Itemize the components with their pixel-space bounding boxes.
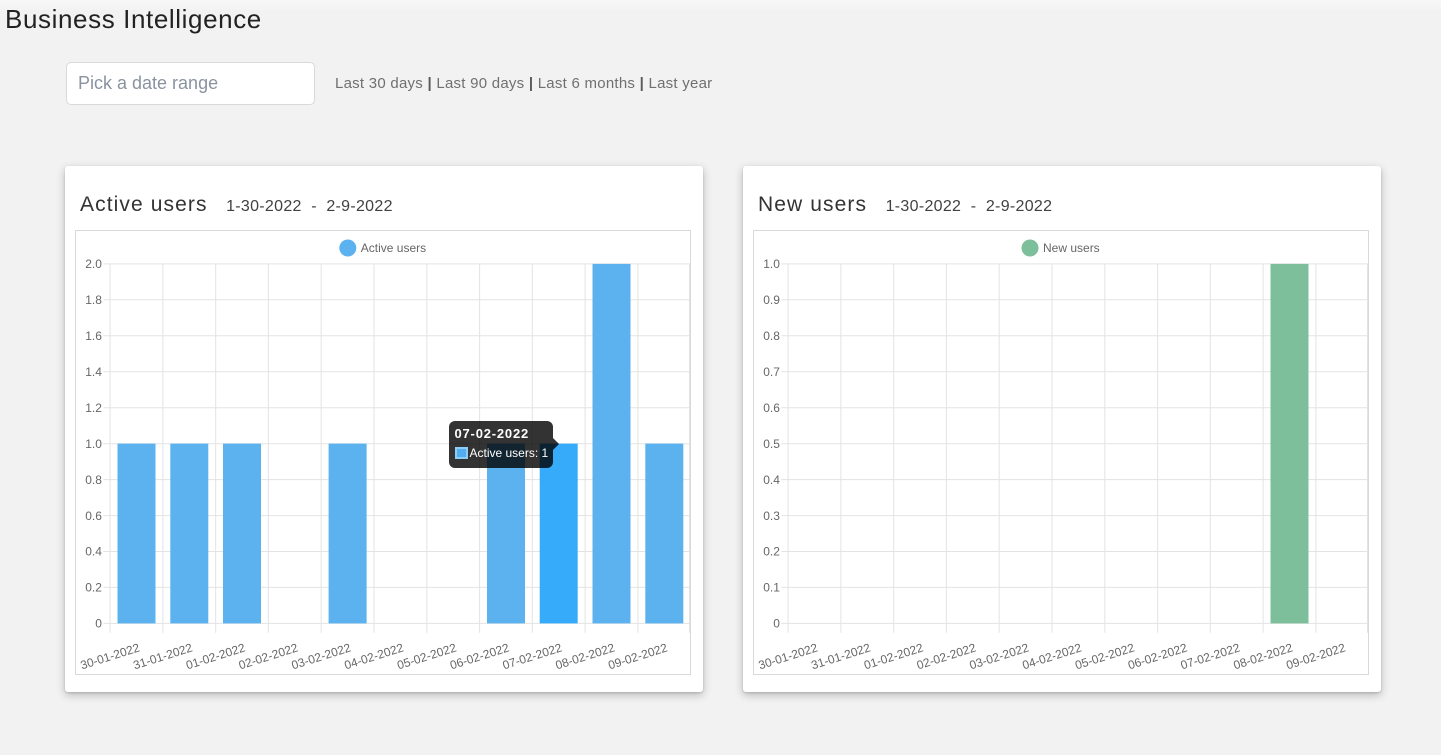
svg-text:05-02-2022: 05-02-2022 [395, 640, 458, 672]
svg-text:1.6: 1.6 [85, 329, 102, 343]
svg-text:31-01-2022: 31-01-2022 [809, 640, 872, 672]
svg-text:0.1: 0.1 [763, 581, 780, 595]
svg-text:0: 0 [773, 617, 780, 631]
svg-text:01-02-2022: 01-02-2022 [862, 640, 925, 672]
svg-text:0.2: 0.2 [85, 581, 102, 595]
svg-text:1.4: 1.4 [85, 365, 102, 379]
svg-text:05-02-2022: 05-02-2022 [1073, 640, 1136, 672]
svg-text:0.6: 0.6 [85, 509, 102, 523]
svg-text:09-02-2022: 09-02-2022 [1284, 640, 1347, 672]
svg-text:31-01-2022: 31-01-2022 [131, 640, 194, 672]
svg-text:04-02-2022: 04-02-2022 [1021, 640, 1084, 672]
svg-text:1.2: 1.2 [85, 401, 102, 415]
svg-text:1.0: 1.0 [85, 437, 102, 451]
svg-text:0.4: 0.4 [85, 545, 102, 559]
svg-text:07-02-2022: 07-02-2022 [1179, 640, 1242, 672]
svg-text:1.8: 1.8 [85, 293, 102, 307]
svg-text:0: 0 [95, 617, 102, 631]
svg-text:01-02-2022: 01-02-2022 [184, 640, 247, 672]
svg-text:09-02-2022: 09-02-2022 [606, 640, 669, 672]
svg-text:08-02-2022: 08-02-2022 [1232, 640, 1295, 672]
svg-text:02-02-2022: 02-02-2022 [237, 640, 300, 672]
svg-text:Active users: Active users [361, 241, 426, 255]
svg-text:0.8: 0.8 [85, 473, 102, 487]
svg-text:0.3: 0.3 [763, 509, 780, 523]
svg-text:1.0: 1.0 [763, 257, 780, 271]
svg-text:03-02-2022: 03-02-2022 [968, 640, 1031, 672]
svg-text:03-02-2022: 03-02-2022 [290, 640, 353, 672]
svg-text:08-02-2022: 08-02-2022 [554, 640, 617, 672]
svg-text:0.2: 0.2 [763, 545, 780, 559]
svg-text:07-02-2022: 07-02-2022 [501, 640, 564, 672]
svg-text:0.5: 0.5 [763, 437, 780, 451]
svg-text:04-02-2022: 04-02-2022 [343, 640, 406, 672]
svg-text:0.6: 0.6 [763, 401, 780, 415]
svg-text:06-02-2022: 06-02-2022 [448, 640, 511, 672]
svg-text:30-01-2022: 30-01-2022 [757, 640, 820, 672]
svg-text:06-02-2022: 06-02-2022 [1126, 640, 1189, 672]
svg-text:0.9: 0.9 [763, 293, 780, 307]
svg-text:2.0: 2.0 [85, 257, 102, 271]
svg-text:0.7: 0.7 [763, 365, 780, 379]
svg-text:02-02-2022: 02-02-2022 [915, 640, 978, 672]
svg-text:30-01-2022: 30-01-2022 [79, 640, 142, 672]
svg-text:0.4: 0.4 [763, 473, 780, 487]
svg-text:0.8: 0.8 [763, 329, 780, 343]
svg-text:New users: New users [1043, 241, 1100, 255]
